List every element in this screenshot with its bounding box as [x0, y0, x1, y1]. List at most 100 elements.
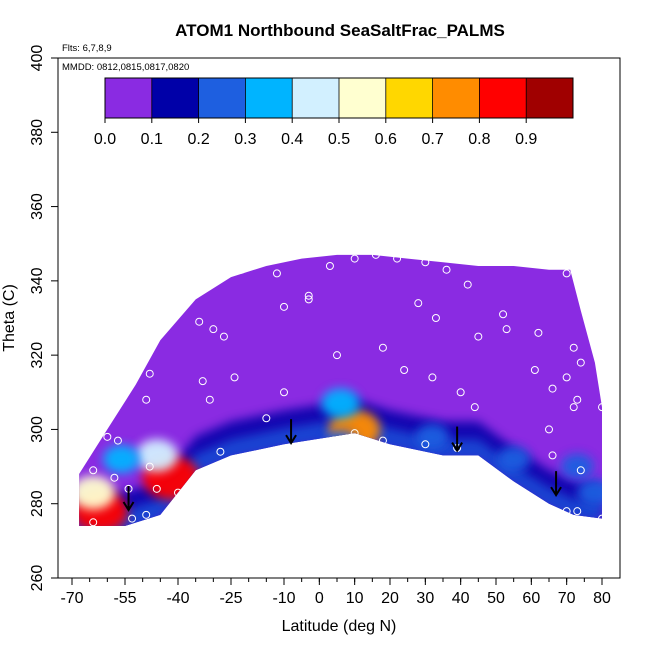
y-tick-label: 360 — [29, 193, 46, 220]
lower-band — [79, 399, 602, 526]
colorbar: 0.0 0.1 0.2 0.3 0.4 0.5 0.6 0.7 0.8 0.9 — [94, 77, 574, 148]
descent-arrows — [122, 419, 562, 512]
sample-point — [576, 358, 585, 367]
sample-point — [456, 388, 465, 397]
colorbar-cell — [245, 78, 293, 118]
colorbar-tick-label: 0.5 — [328, 131, 350, 148]
sample-point — [128, 514, 137, 523]
sample-point — [371, 250, 380, 259]
sample-point — [598, 403, 606, 412]
colorbar-tick-label: 0.8 — [468, 131, 490, 148]
x-tick-label: -40 — [166, 590, 189, 607]
x-tick-label: 20 — [381, 590, 399, 607]
sample-point — [272, 269, 281, 278]
y-tick-label: 280 — [29, 490, 46, 517]
sample-point — [378, 343, 387, 352]
sample-point — [428, 373, 437, 382]
sample-point — [569, 343, 578, 352]
feature-blob — [577, 479, 603, 507]
dates-label: MMDD: 0812,0815,0817,0820 — [62, 62, 189, 73]
x-tick-label: -70 — [60, 590, 83, 607]
feature-blob — [497, 446, 531, 472]
colorbar-ticks: 0.0 0.1 0.2 0.3 0.4 0.5 0.6 0.7 0.8 0.9 — [94, 118, 537, 148]
colorbar-tick-label: 0.0 — [94, 131, 116, 148]
sample-point — [569, 403, 578, 412]
x-tick-label: -25 — [219, 590, 242, 607]
colorbar-tick-label: 0.6 — [375, 131, 397, 148]
colorbar-cell — [151, 78, 199, 118]
sample-point — [209, 325, 218, 334]
sample-point — [304, 291, 313, 300]
data-layer — [79, 250, 606, 527]
sample-point — [499, 310, 508, 319]
x-tick-label: 10 — [346, 590, 364, 607]
flights-label: Flts: 6,7,8,9 — [62, 43, 112, 54]
sample-point — [421, 440, 430, 449]
feature-blob — [560, 453, 594, 480]
chart-title: ATOM1 Northbound SeaSaltFrac_PALMS — [175, 21, 505, 40]
sample-point — [280, 302, 288, 311]
sample-point — [562, 373, 571, 382]
feature-blob — [79, 475, 116, 510]
feature-blob — [103, 444, 140, 474]
y-tick-label: 260 — [29, 565, 46, 592]
feature-blob — [135, 439, 178, 472]
sample-point — [393, 254, 402, 263]
feature-layer — [79, 388, 603, 526]
colorbar-cells — [105, 78, 573, 118]
arrow-head — [550, 486, 562, 498]
x-tick-label: 70 — [558, 590, 576, 607]
y-tick-label: 340 — [29, 267, 46, 294]
sample-point — [534, 328, 543, 337]
sample-point — [103, 432, 112, 441]
sample-point — [329, 436, 338, 445]
sample-point — [350, 254, 359, 263]
sample-point — [530, 366, 539, 374]
sample-point — [188, 477, 197, 486]
x-tick-label: -10 — [272, 590, 295, 607]
sample-point — [576, 466, 585, 475]
sample-point — [470, 403, 479, 412]
sample-point — [219, 332, 228, 341]
x-tick-label: 0 — [315, 590, 324, 607]
sample-point — [174, 488, 182, 497]
sample-point — [548, 451, 557, 460]
x-tick-label: 50 — [487, 590, 505, 607]
x-tick-label: 40 — [452, 590, 470, 607]
sample-points — [89, 250, 606, 527]
sample-point — [198, 377, 207, 386]
colorbar-cell — [385, 78, 433, 118]
sample-point — [562, 507, 571, 516]
x-axis-label: Latitude (deg N) — [282, 618, 397, 635]
sample-point — [113, 436, 122, 445]
sample-point — [598, 514, 606, 523]
sample-point — [262, 414, 271, 423]
y-tick-label: 400 — [29, 45, 46, 72]
colorbar-tick-label: 0.7 — [421, 131, 443, 148]
sample-point — [230, 373, 239, 382]
colorbar-cell — [432, 78, 480, 118]
sample-point — [400, 366, 409, 374]
sample-point — [145, 369, 154, 378]
arrow-head — [122, 501, 135, 512]
x-tick-label: 30 — [416, 590, 434, 607]
sample-point — [325, 262, 334, 270]
sample-point — [142, 395, 151, 404]
colorbar-tick-label: 0.1 — [141, 131, 163, 148]
sample-point — [333, 351, 341, 360]
sample-point — [110, 473, 119, 482]
sample-point — [89, 466, 98, 475]
feature-blob — [322, 430, 359, 458]
y-tick-label: 300 — [29, 416, 46, 443]
colorbar-cell — [105, 78, 152, 118]
x-tick-label: 60 — [522, 590, 540, 607]
sample-point — [545, 425, 553, 434]
colorbar-cell — [339, 78, 386, 118]
sample-point — [152, 250, 161, 259]
colorbar-tick-label: 0.4 — [281, 131, 303, 148]
sample-point — [463, 280, 472, 289]
sample-point — [431, 314, 440, 322]
sample-point — [280, 388, 288, 397]
y-tick-label: 380 — [29, 119, 46, 146]
colorbar-cell — [198, 78, 246, 118]
